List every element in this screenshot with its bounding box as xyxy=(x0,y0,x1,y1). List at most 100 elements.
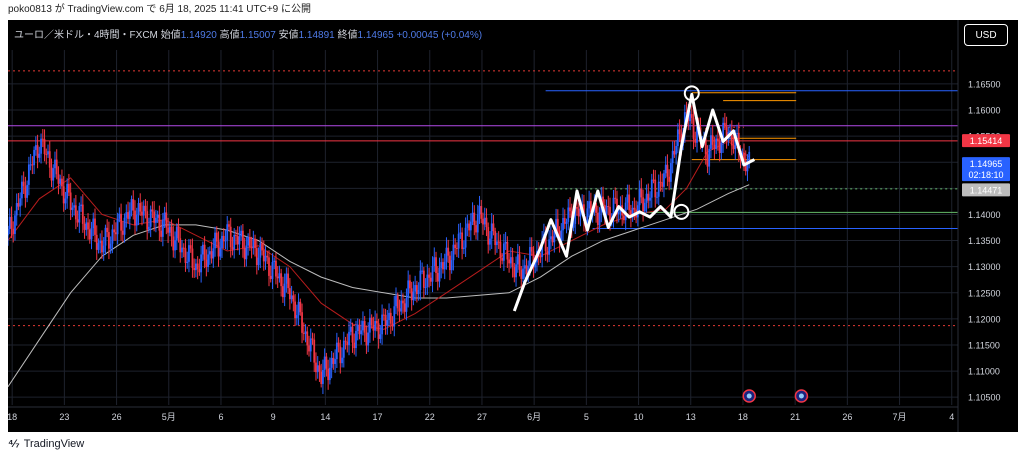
candle-body xyxy=(393,306,396,327)
candle-body xyxy=(10,216,13,229)
candle-body xyxy=(71,207,74,210)
candle-body xyxy=(706,154,709,167)
candle-body xyxy=(633,207,636,210)
candle-body xyxy=(530,247,533,252)
candle-body xyxy=(685,112,688,114)
candle-body xyxy=(54,159,56,169)
candle-body xyxy=(400,300,403,312)
candle-body xyxy=(252,238,255,249)
candle-body xyxy=(638,188,641,206)
candle-body xyxy=(15,203,18,216)
candle-body xyxy=(443,261,446,270)
candle-body xyxy=(114,232,117,235)
candle-body xyxy=(365,332,368,346)
candle-body xyxy=(59,178,62,184)
change-value: +0.00045 (+0.04%) xyxy=(396,30,483,41)
candle-body xyxy=(332,357,335,364)
candle-body xyxy=(532,251,535,268)
candle-body xyxy=(732,145,735,150)
candle-body xyxy=(372,325,375,331)
candle-body xyxy=(48,151,51,168)
candle-body xyxy=(271,262,274,279)
candle-body xyxy=(62,186,65,204)
candle-body xyxy=(262,250,265,262)
candle-body xyxy=(529,247,531,266)
candle-body xyxy=(102,245,105,253)
candle-body xyxy=(518,254,521,270)
candle-body xyxy=(313,339,316,363)
candle-body xyxy=(208,251,211,255)
candle-body xyxy=(716,138,719,142)
candle-body xyxy=(339,346,342,364)
candle-body xyxy=(624,202,627,221)
candle-body xyxy=(502,243,505,261)
candle-body xyxy=(480,206,483,219)
candle-body xyxy=(275,260,277,277)
candle-body xyxy=(433,257,436,267)
candle-body xyxy=(410,288,413,301)
candle-body xyxy=(61,178,63,187)
candle-body xyxy=(602,196,604,205)
candle-body xyxy=(642,197,644,212)
candle-body xyxy=(744,160,747,172)
candle-body xyxy=(362,321,364,331)
candle-body xyxy=(320,371,323,384)
candle-body xyxy=(511,257,514,268)
currency-button[interactable]: USD xyxy=(964,24,1008,46)
candle-body xyxy=(551,236,554,243)
candle-body xyxy=(323,356,326,371)
candle-body xyxy=(165,212,168,228)
candle-body xyxy=(422,270,425,288)
candle-body xyxy=(14,215,16,235)
candle-body xyxy=(174,240,176,251)
candle-body xyxy=(198,269,201,273)
candle-body xyxy=(449,255,451,271)
candle-body xyxy=(499,241,502,259)
candle-body xyxy=(195,263,197,271)
x-tick-label: 21 xyxy=(790,412,800,422)
candle-body xyxy=(306,331,309,346)
candle-body xyxy=(335,342,338,360)
candle-body xyxy=(186,261,189,263)
candle-body xyxy=(179,238,182,253)
candle-body xyxy=(508,259,510,264)
candle-body xyxy=(649,197,651,201)
candle-body xyxy=(384,314,387,326)
candle-body xyxy=(483,217,486,225)
candle-body xyxy=(309,338,312,352)
candle-body xyxy=(574,206,577,224)
candle-body xyxy=(285,273,288,284)
wave-pattern-line xyxy=(512,92,756,312)
candle-body xyxy=(282,286,284,298)
candle-body xyxy=(308,345,310,352)
candle-body xyxy=(47,151,49,155)
candle-body xyxy=(389,312,392,324)
candle-body xyxy=(704,138,707,155)
candle-body xyxy=(363,321,366,333)
candle-body xyxy=(304,331,307,334)
candle-body xyxy=(628,194,631,211)
price-chart[interactable]: 1.165001.160001.155001.150001.145001.140… xyxy=(8,20,1018,432)
candle-body xyxy=(541,239,544,257)
candle-body xyxy=(55,159,58,175)
chart-area[interactable]: 1.165001.160001.155001.150001.145001.140… xyxy=(8,20,1018,432)
y-tick-label: 1.16000 xyxy=(968,106,1001,116)
candle-body xyxy=(489,238,491,245)
candle-body xyxy=(565,221,568,224)
candle-body xyxy=(248,237,251,248)
candle-body xyxy=(337,342,340,347)
candle-body xyxy=(261,243,263,251)
candle-body xyxy=(205,259,208,268)
candle-body xyxy=(617,212,620,214)
candle-body xyxy=(426,274,429,288)
candle-body xyxy=(222,235,225,242)
candle-body xyxy=(664,164,667,174)
candle-body xyxy=(523,265,526,269)
fast-moving-average-line xyxy=(8,140,750,330)
y-tick-label: 1.10500 xyxy=(968,393,1001,403)
candle-body xyxy=(170,226,173,237)
candle-body xyxy=(135,214,138,226)
candle-body xyxy=(421,270,424,272)
candle-body xyxy=(346,341,349,346)
candle-body xyxy=(327,368,330,381)
